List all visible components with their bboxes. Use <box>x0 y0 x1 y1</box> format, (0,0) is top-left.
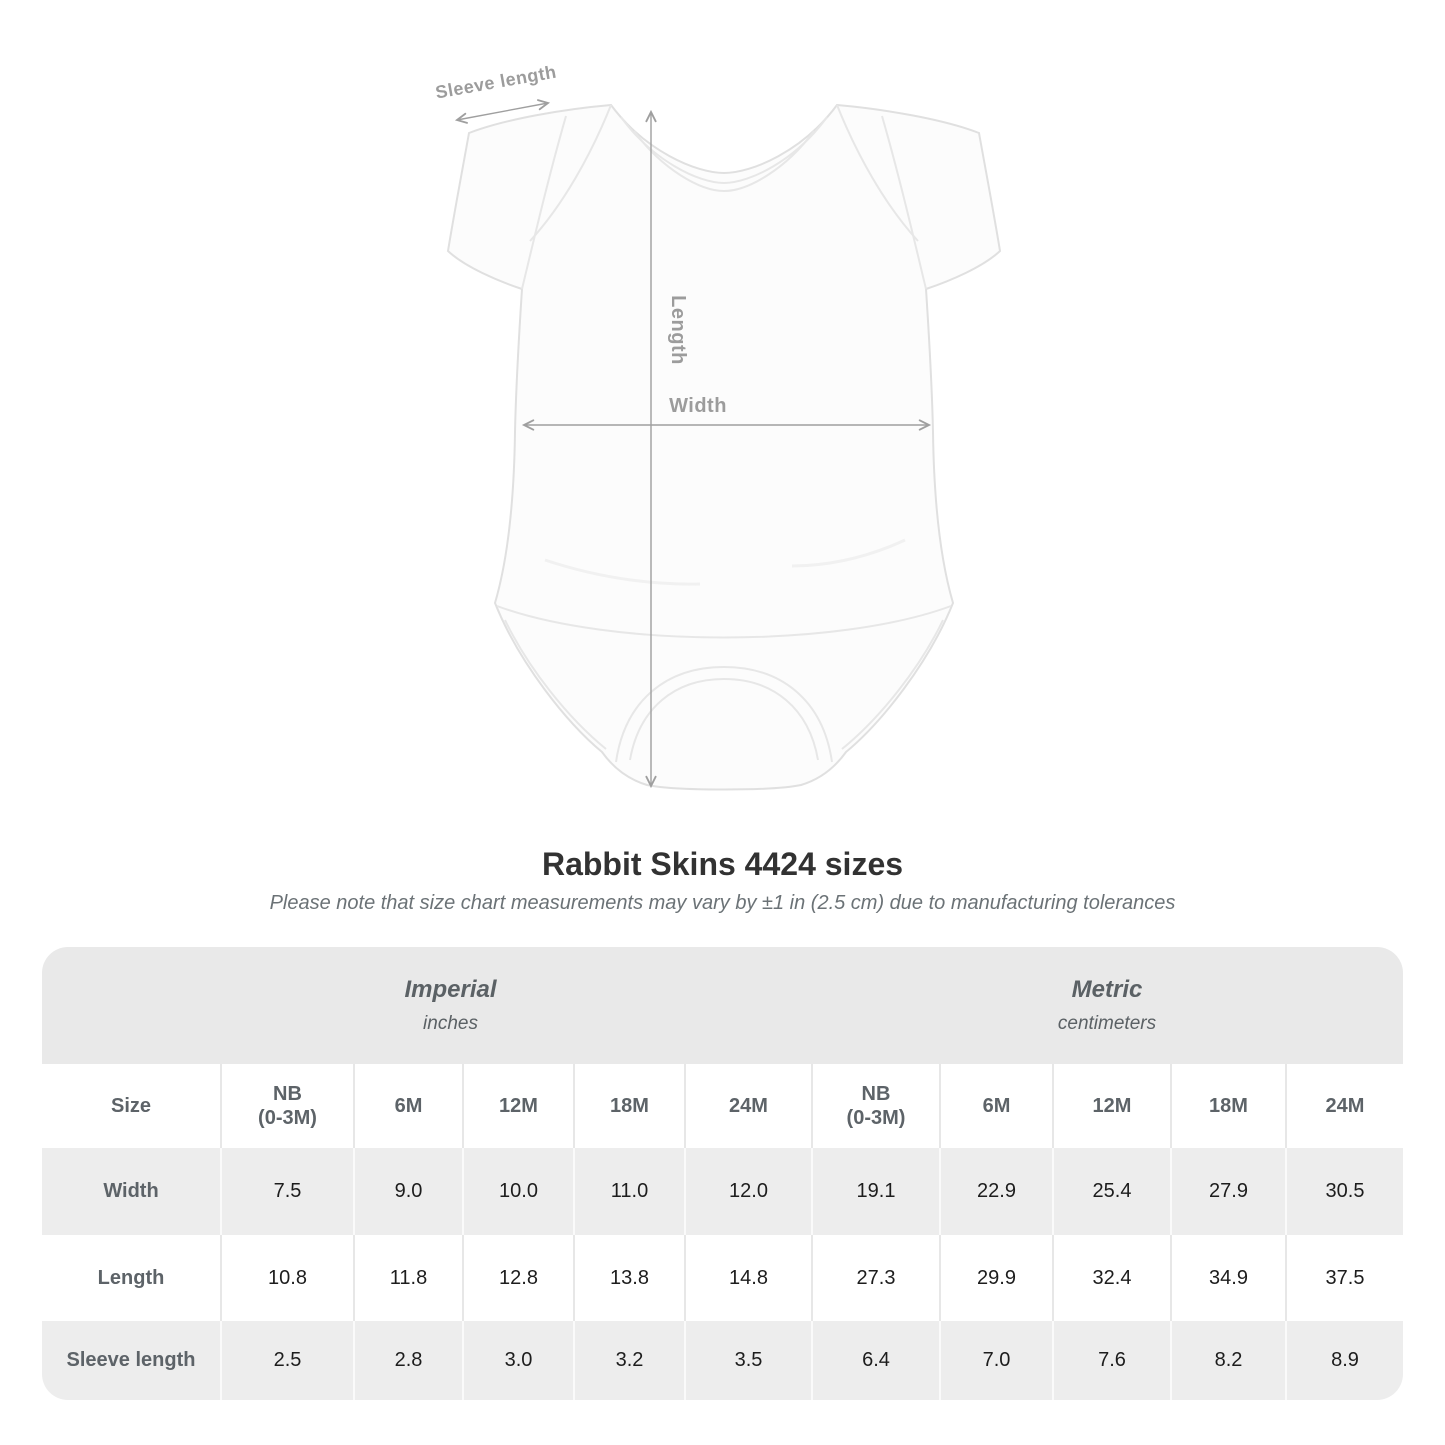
table-row-width: Width 7.5 9.0 10.0 11.0 12.0 19.1 22.9 2… <box>42 1148 1403 1235</box>
cell-value: 2.5 <box>220 1321 353 1400</box>
cell-value: 10.0 <box>462 1148 573 1235</box>
cell-value: 27.9 <box>1170 1148 1285 1235</box>
cell-value: 11.8 <box>353 1235 462 1321</box>
col-header-24m-imperial: 24M <box>684 1064 811 1148</box>
width-label: Width <box>669 395 727 417</box>
cell-value: 30.5 <box>1285 1148 1403 1235</box>
fabric-wrinkle <box>544 558 701 586</box>
cell-value: 32.4 <box>1052 1235 1170 1321</box>
unit-header-band: Imperial inches Metric centimeters <box>42 947 1403 1064</box>
col-header-12m-metric: 12M <box>1052 1064 1170 1148</box>
right-leg-binding <box>841 619 944 750</box>
row-label-length: Length <box>42 1235 220 1321</box>
cell-value: 27.3 <box>811 1235 939 1321</box>
col-header-6m-imperial: 6M <box>353 1064 462 1148</box>
cell-value: 34.9 <box>1170 1235 1285 1321</box>
cell-value: 13.8 <box>573 1235 684 1321</box>
metric-header: Metric centimeters <box>811 947 1403 1064</box>
cell-value: 3.5 <box>684 1321 811 1400</box>
cell-value: 8.9 <box>1285 1321 1403 1400</box>
cell-value: 12.8 <box>462 1235 573 1321</box>
hip-hem-seam <box>496 605 952 639</box>
cell-value: 14.8 <box>684 1235 811 1321</box>
title-block: Rabbit Skins 4424 sizes Please note that… <box>0 846 1445 915</box>
cell-value: 29.9 <box>939 1235 1052 1321</box>
left-leg-binding <box>504 619 607 750</box>
length-label: Length <box>667 295 689 365</box>
imperial-unit: inches <box>423 1013 478 1034</box>
garment-measurement-diagram: Sleeve length Length Width <box>434 62 1002 791</box>
col-header-24m-metric: 24M <box>1285 1064 1403 1148</box>
table-row-length: Length 10.8 11.8 12.8 13.8 14.8 27.3 29.… <box>42 1235 1403 1321</box>
col-header-12m-imperial: 12M <box>462 1064 573 1148</box>
cell-value: 11.0 <box>573 1148 684 1235</box>
right-sleeve-seam <box>881 115 927 290</box>
col-header-6m-metric: 6M <box>939 1064 1052 1148</box>
col-header-nb-metric: NB (0-3M) <box>811 1064 939 1148</box>
cell-value: 10.8 <box>220 1235 353 1321</box>
size-table: Imperial inches Metric centimeters Size … <box>42 947 1403 1400</box>
cell-value: 12.0 <box>684 1148 811 1235</box>
onesie-outline <box>446 103 1002 791</box>
row-label-width: Width <box>42 1148 220 1235</box>
fabric-wrinkle <box>791 538 906 568</box>
cell-value: 3.2 <box>573 1321 684 1400</box>
right-lap-fold <box>836 104 919 242</box>
onesie-illustration: Sleeve length Length Width <box>434 62 1002 791</box>
cell-value: 8.2 <box>1170 1321 1285 1400</box>
cell-value: 9.0 <box>353 1148 462 1235</box>
row-label-sleeve-length: Sleeve length <box>42 1321 220 1400</box>
crotch-flap-seam <box>615 665 833 763</box>
cell-value: 37.5 <box>1285 1235 1403 1321</box>
cell-value: 3.0 <box>462 1321 573 1400</box>
col-header-nb-imperial: NB (0-3M) <box>220 1064 353 1148</box>
left-sleeve-seam <box>521 115 567 290</box>
left-lap-fold <box>529 104 612 242</box>
cell-value: 6.4 <box>811 1321 939 1400</box>
cell-value: 25.4 <box>1052 1148 1170 1235</box>
size-header-row: Size NB (0-3M) 6M 12M 18M 24M NB (0-3M) … <box>42 1064 1403 1148</box>
imperial-header: Imperial inches <box>42 947 811 1064</box>
tolerance-note: Please note that size chart measurements… <box>269 892 1176 914</box>
cell-value: 7.0 <box>939 1321 1052 1400</box>
col-header-18m-imperial: 18M <box>573 1064 684 1148</box>
neckband-inner-seam <box>633 130 815 193</box>
cell-value: 7.6 <box>1052 1321 1170 1400</box>
cell-value: 2.8 <box>353 1321 462 1400</box>
metric-label: Metric <box>1071 976 1143 1003</box>
page-title: Rabbit Skins 4424 sizes <box>541 846 904 882</box>
table-row-sleeve-length: Sleeve length 2.5 2.8 3.0 3.2 3.5 6.4 7.… <box>42 1321 1403 1400</box>
cell-value: 19.1 <box>811 1148 939 1235</box>
size-measurements-table: Size NB (0-3M) 6M 12M 18M 24M NB (0-3M) … <box>42 1064 1403 1400</box>
sleeve-length-arrow <box>454 99 551 124</box>
imperial-label: Imperial <box>404 976 497 1003</box>
metric-unit: centimeters <box>1057 1013 1157 1034</box>
cell-value: 22.9 <box>939 1148 1052 1235</box>
sleeve-length-label: Sleeve length <box>434 62 558 103</box>
col-header-18m-metric: 18M <box>1170 1064 1285 1148</box>
corner-header-size: Size <box>42 1064 220 1148</box>
cell-value: 7.5 <box>220 1148 353 1235</box>
